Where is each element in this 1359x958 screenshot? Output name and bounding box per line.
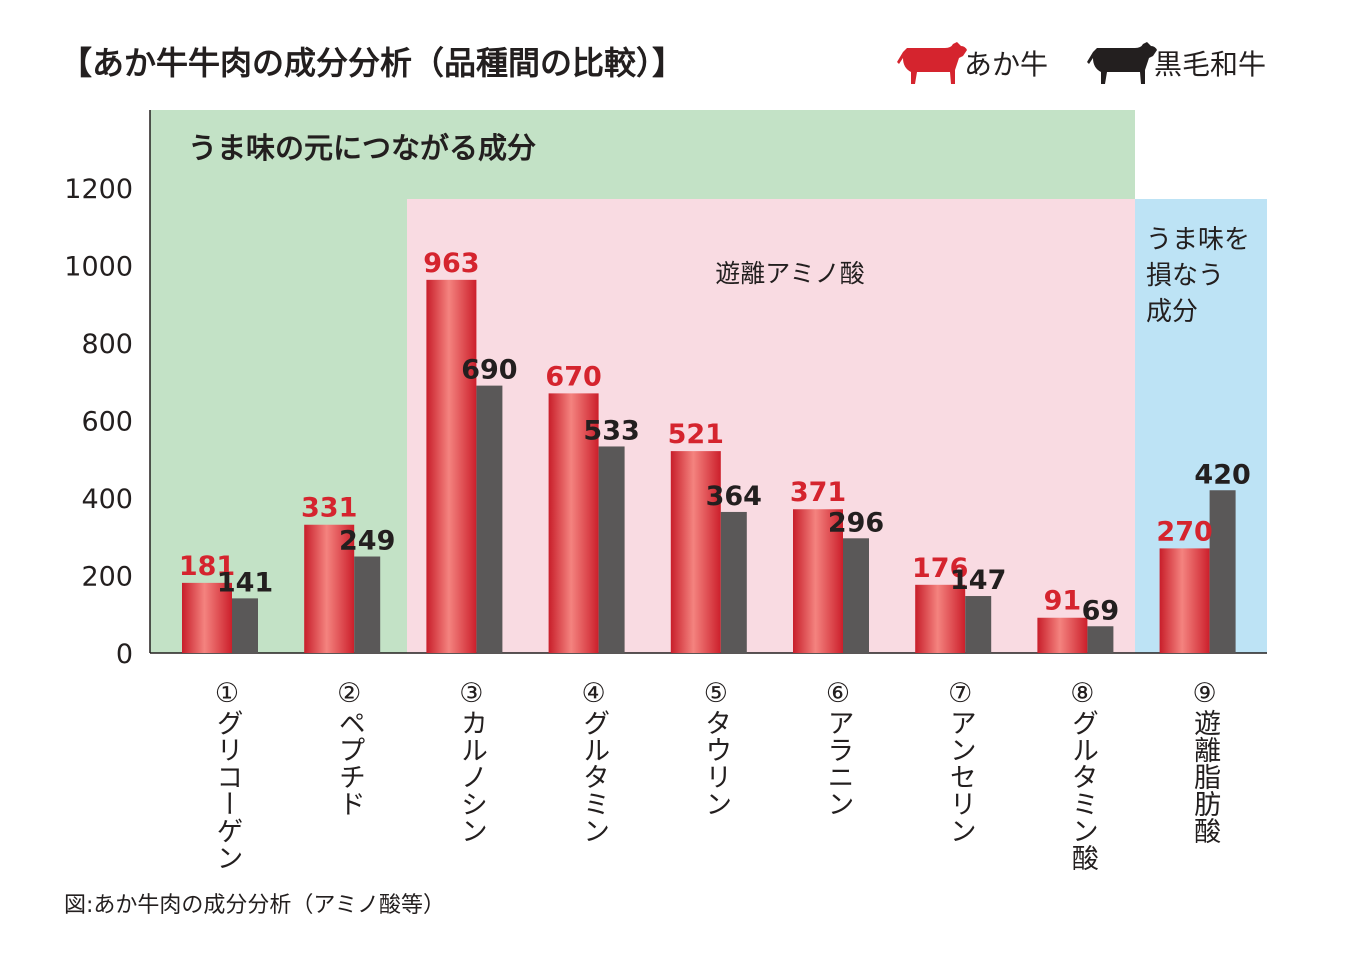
value-label-kuroge: 420 [1194,459,1250,490]
y-tick-label: 0 [116,639,133,670]
value-label-akaushi: 91 [1044,586,1082,617]
x-tick-label: ④グルタミン [578,678,609,844]
y-tick-label: 400 [81,484,133,515]
chart-title: 【あか牛牛肉の成分分析（品種間の比較）】 [60,44,684,82]
value-label-kuroge: 364 [706,481,762,512]
bar-akaushi [1037,617,1088,653]
bar-akaushi [182,582,232,653]
y-tick-label: 200 [81,562,133,593]
y-tick-label: 600 [81,407,133,438]
bar-kuroge [965,596,992,653]
value-label-kuroge: 249 [339,526,395,557]
bar-akaushi [426,279,477,653]
value-label-akaushi: 963 [423,248,479,279]
bar-kuroge [354,556,381,653]
legend-akaushi-cow-icon [897,42,967,84]
value-label-akaushi: 270 [1156,516,1212,547]
value-label-akaushi: 371 [790,477,846,508]
bar-kuroge [843,538,869,653]
bar-kuroge [1209,490,1236,653]
value-label-akaushi: 670 [545,361,601,392]
legend-kuroge-cow-icon [1087,42,1157,84]
x-tick-label: ⑧グルタミン酸 [1067,678,1098,871]
bar-akaushi [1159,548,1210,653]
region-detract-label-3: 成分 [1146,297,1198,327]
region-detract-label-2: 損なう [1146,261,1224,291]
value-label-kuroge: 533 [583,415,639,446]
x-tick-label: ①グリコーゲン [212,678,243,871]
y-tick-label: 1200 [64,174,133,205]
region-detract-label-1: うま味を [1146,225,1250,255]
bar-kuroge [720,511,747,653]
value-label-akaushi: 331 [301,493,357,524]
bar-akaushi [304,524,355,653]
x-tick-label: ⑥アラニン [823,678,854,817]
value-label-akaushi: 521 [668,419,724,450]
bar-kuroge [232,598,258,653]
bar-akaushi [793,509,843,653]
legend-kuroge-label: 黒毛和牛 [1154,48,1266,81]
value-label-kuroge: 690 [461,355,517,386]
bar-kuroge [1087,626,1114,653]
legend-akaushi-label: あか牛 [964,48,1048,81]
value-label-akaushi: 176 [912,553,968,584]
x-tick-label: ②ペプチド [334,678,365,817]
x-tick-labels: ①グリコーゲン ②ペプチド ③カルノシン ④グルタミン ⑤タウリン ⑥アラニン ⑦アンセリン… [212,678,1221,871]
x-tick-label: ⑤タウリン [700,678,731,817]
legend: あか牛 黒毛和牛 [897,42,1266,84]
bar-kuroge [598,446,625,653]
region-amino-label: 遊離アミノ酸 [715,259,865,288]
region-umami-label: うま味の元につながる成分 [188,131,536,165]
y-tick-label: 1000 [64,252,133,283]
chart-caption: 図:あか牛肉の成分分析（アミノ酸等） [64,893,445,918]
x-tick-label: ⑦アンセリン [945,678,976,844]
bar-kuroge [476,385,503,653]
bar-akaushi [670,451,721,653]
bar-akaushi [548,393,599,653]
bar-akaushi [915,584,966,653]
region-free-amino-acids [407,199,1135,653]
value-label-akaushi: 181 [179,551,235,582]
y-tick-labels: 0 200 400 600 800 1000 1200 [64,174,133,670]
x-tick-label: ⑨遊離脂肪酸 [1189,678,1221,844]
value-label-kuroge: 296 [828,507,884,538]
value-label-kuroge: 141 [217,567,273,598]
value-label-kuroge: 147 [950,565,1006,596]
x-tick-label: ③カルノシン [456,678,487,844]
value-label-kuroge: 69 [1082,595,1120,626]
y-tick-label: 800 [81,329,133,360]
